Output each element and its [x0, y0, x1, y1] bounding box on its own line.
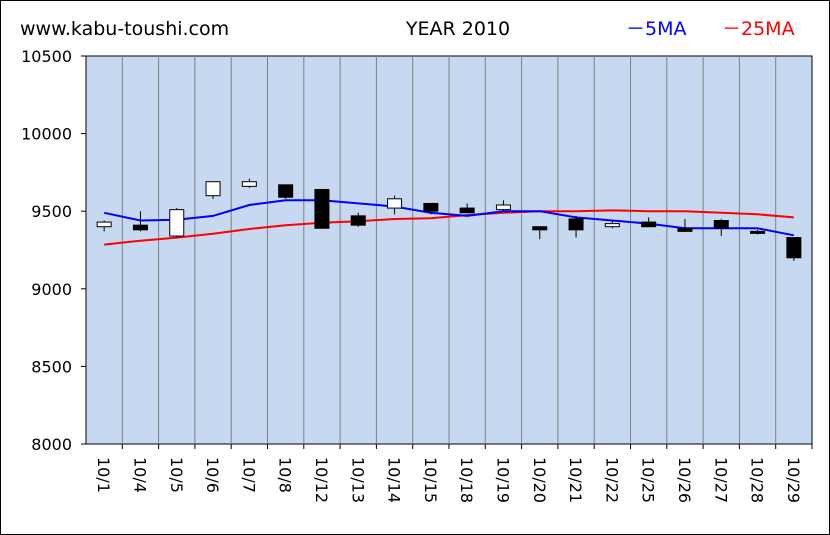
candle-body-down	[713, 220, 729, 229]
candle-body-down	[786, 237, 802, 259]
ma25-line	[104, 209, 794, 246]
y-axis: 8000 8500 9000 9500 10000 10500	[21, 47, 86, 454]
y-tick-label: 8500	[31, 357, 72, 376]
candle	[459, 203, 475, 214]
x-tick-label: 10/13	[348, 457, 367, 503]
candle	[641, 217, 657, 228]
legend-5ma: －5MA	[626, 18, 686, 40]
candle-body-down	[459, 207, 475, 214]
x-axis: 10/1 10/4 10/5 10/6 10/7 10/8 10/12 10/13 10/14 1…	[94, 444, 813, 503]
candle	[677, 218, 693, 232]
x-tick-label: 10/25	[639, 457, 658, 503]
y-tick-label: 9000	[31, 280, 72, 299]
candle-body-up	[169, 209, 185, 237]
x-tick-label: 10/15	[421, 457, 440, 503]
candle-body-up	[205, 181, 221, 197]
grid-lines	[121, 56, 777, 444]
x-tick-label: 10/27	[711, 457, 730, 503]
candle	[241, 178, 257, 188]
candle	[169, 208, 185, 238]
x-tick-label: 10/26	[675, 457, 694, 503]
candle	[278, 184, 294, 199]
candle	[96, 220, 112, 232]
candle-body-down	[423, 202, 439, 212]
candle-body-down	[677, 227, 693, 232]
x-tick-label: 10/21	[566, 457, 585, 503]
y-tick-label: 10000	[21, 125, 72, 144]
ma5-line	[103, 199, 794, 237]
candle-body-up	[241, 181, 257, 187]
x-tick-label: 10/22	[602, 457, 621, 503]
y-tick-label: 10500	[21, 47, 72, 66]
candle	[132, 211, 148, 232]
x-tick-label: 10/1	[94, 457, 113, 493]
candle-body-down	[132, 224, 148, 231]
candle	[713, 218, 729, 237]
candle-body-down	[314, 188, 330, 229]
candle	[532, 226, 548, 240]
ma25-series	[104, 209, 794, 246]
candle	[314, 188, 330, 229]
candle-body-down	[532, 226, 548, 231]
site-name: www.kabu-toushi.com	[20, 18, 229, 40]
candle	[387, 195, 403, 215]
x-tick-label: 10/6	[203, 457, 222, 493]
candle	[423, 202, 439, 215]
candle	[604, 220, 620, 229]
candle-body-down	[568, 218, 584, 231]
candle-body-up	[96, 221, 112, 228]
ma5-series	[103, 199, 794, 237]
candle-body-down	[641, 221, 657, 228]
y-tick-label: 9500	[31, 202, 72, 221]
candle	[495, 200, 511, 212]
chart-title: YEAR 2010	[405, 18, 510, 40]
x-tick-label: 10/4	[130, 457, 149, 493]
candle	[750, 229, 766, 235]
x-tick-label: 10/5	[167, 457, 186, 493]
y-tick-label: 8000	[31, 435, 72, 454]
legend-25ma: －25MA	[722, 18, 795, 40]
candle-body-up	[387, 198, 403, 209]
candle	[205, 181, 221, 199]
x-tick-label: 10/18	[457, 457, 476, 503]
candles	[96, 178, 802, 261]
x-tick-label: 10/8	[276, 457, 295, 493]
x-tick-label: 10/7	[239, 457, 258, 493]
candle	[568, 215, 584, 238]
candle-body-up	[495, 204, 511, 211]
candle-body-down	[750, 230, 766, 234]
x-tick-label: 10/29	[784, 457, 803, 503]
x-tick-label: 10/19	[493, 457, 512, 503]
candle-body-up	[604, 223, 620, 228]
candle-body-down	[278, 184, 294, 198]
x-tick-label: 10/28	[748, 457, 767, 503]
x-tick-label: 10/12	[312, 457, 331, 503]
candle-body-down	[350, 215, 366, 226]
x-tick-label: 10/14	[385, 457, 404, 503]
candle	[786, 237, 802, 261]
candle	[350, 212, 366, 227]
x-tick-label: 10/20	[530, 457, 549, 503]
